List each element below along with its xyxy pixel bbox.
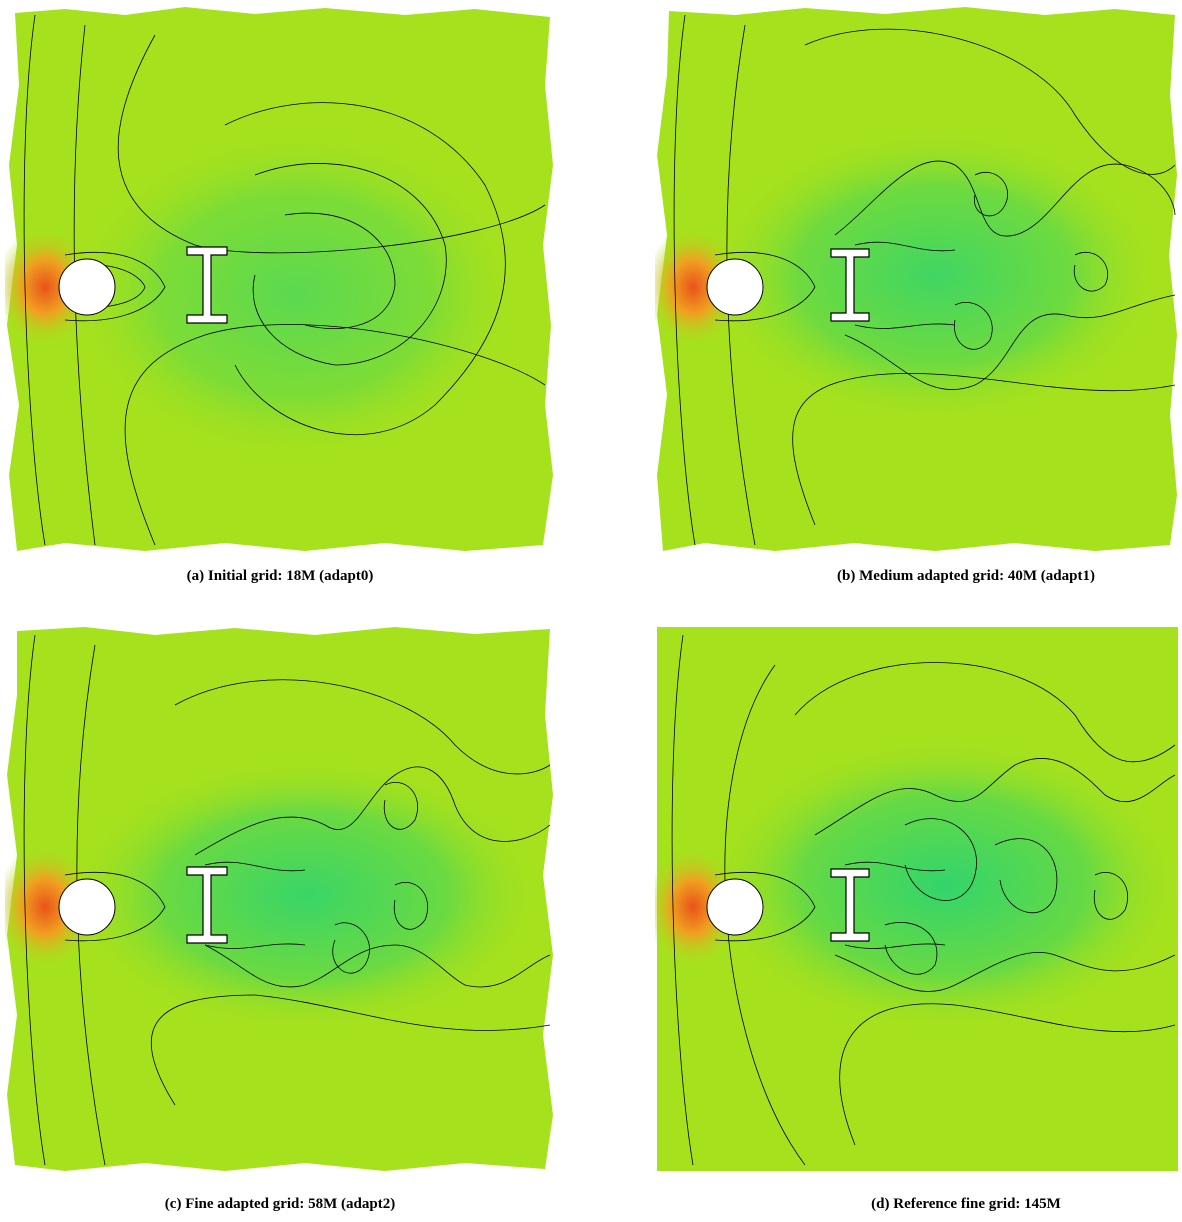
wake-region	[65, 755, 545, 1035]
i-beam-icon	[186, 246, 228, 324]
contour-lines	[671, 634, 1176, 1166]
circular-cylinder-icon	[58, 258, 116, 316]
i-beam-icon	[830, 248, 870, 322]
caption-d: (d) Reference fine grid: 145M	[871, 1196, 1061, 1212]
contour-lines	[23, 14, 546, 546]
stagnation-region	[5, 227, 95, 347]
circular-cylinder-icon	[706, 258, 764, 316]
circular-cylinder-icon	[58, 878, 116, 936]
panel-c	[5, 625, 555, 1173]
contour-plot-d	[655, 627, 1180, 1171]
i-beam-icon	[830, 868, 870, 942]
wake-region	[705, 125, 1165, 425]
stagnation-region	[655, 227, 741, 347]
wake-region	[705, 735, 1180, 1035]
contour-plot-b	[655, 7, 1177, 551]
i-beam-icon	[186, 866, 228, 944]
stagnation-region	[5, 845, 95, 969]
contour-plot-a	[5, 7, 553, 551]
contour-lines	[673, 14, 1176, 546]
wake-region	[65, 125, 525, 465]
contour-lines	[23, 634, 551, 1166]
caption-c: (c) Fine adapted grid: 58M (adapt2)	[164, 1196, 396, 1212]
contour-plot-c	[5, 627, 553, 1171]
panel-b	[655, 5, 1180, 553]
caption-b: (b) Medium adapted grid: 40M (adapt1)	[837, 568, 1095, 584]
panel-a	[5, 5, 555, 553]
circular-cylinder-icon	[706, 878, 764, 936]
caption-a: (a) Initial grid: 18M (adapt0)	[186, 568, 374, 584]
stagnation-region	[655, 847, 741, 967]
panel-d	[655, 625, 1180, 1173]
